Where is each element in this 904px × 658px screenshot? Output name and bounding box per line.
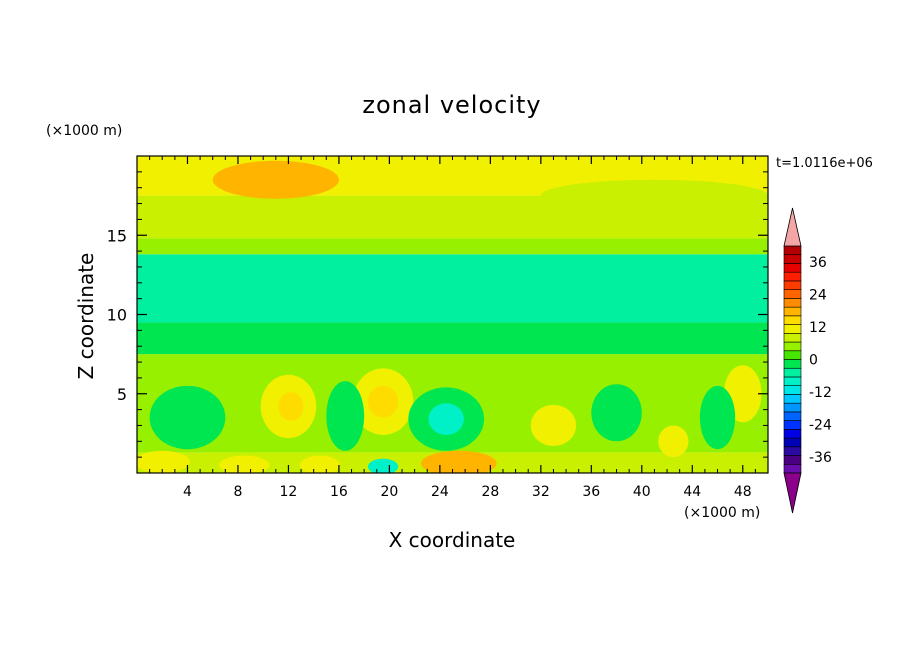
colorbar-swatch: [783, 359, 802, 369]
colorbar-label: 12: [809, 320, 827, 336]
x-axis: 4 8 12 16 20 24 28 32 36 40 44 48: [149, 156, 756, 500]
contour-feature-17: [367, 458, 399, 473]
contour-band-4: [137, 238, 768, 255]
x-tick-label: 24: [431, 484, 449, 500]
colorbar-swatch: [783, 376, 802, 386]
x-tick-label: 16: [330, 484, 348, 500]
colorbar-swatch: [783, 306, 802, 317]
contour-feature-7: [326, 381, 365, 451]
colorbar-swatch: [783, 463, 802, 474]
colorbar-swatch: [783, 455, 802, 465]
x-tick-label: 36: [582, 484, 600, 500]
contour-band-3: [137, 254, 768, 323]
y-axis-label: Z coordinate: [74, 253, 98, 380]
y-tick-label: 5: [117, 385, 127, 404]
colorbar-label: 24: [809, 288, 827, 304]
x-tick-label: 48: [734, 484, 752, 500]
colorbar-swatch: [783, 402, 802, 413]
colorbar-label: -24: [809, 417, 832, 433]
chart-title: zonal velocity: [362, 91, 541, 119]
x-tick-label: 40: [633, 484, 651, 500]
contour-feature-6: [428, 403, 464, 435]
colorbar-label: -36: [809, 450, 832, 466]
contour-feature-1: [278, 392, 304, 421]
colorbar-swatch: [783, 245, 802, 256]
plot-area: [137, 156, 768, 473]
x-tick-label: 12: [280, 484, 298, 500]
contour-feature-14: [219, 455, 270, 473]
contour-feature-16: [420, 450, 497, 473]
contour-feature-4: [149, 385, 226, 450]
colorbar-swatch: [783, 298, 802, 308]
contour-feature-12: [699, 385, 736, 450]
colorbar-swatch: [783, 367, 802, 378]
x-unit-label: (×1000 m): [684, 505, 760, 521]
colorbar-swatch: [783, 394, 802, 404]
colorbar-swatch: [783, 280, 802, 290]
colorbar-swatch: [783, 289, 802, 299]
colorbar-swatch: [783, 411, 802, 421]
x-tick-label: 8: [233, 484, 242, 500]
colorbar-swatch: [783, 324, 802, 334]
colorbar-swatch: [783, 446, 802, 456]
colorbar-swatch: [783, 420, 802, 430]
colorbar-swatch: [783, 437, 802, 448]
x-tick-label: 44: [683, 484, 701, 500]
y-unit-label: (×1000 m): [46, 123, 122, 139]
colorbar-swatch: [783, 263, 802, 273]
y-tick-label: 10: [107, 306, 127, 325]
contour-feature-15: [299, 455, 341, 473]
contour-feature-8: [530, 404, 577, 447]
colorbar-swatch: [783, 254, 802, 264]
colorbar-swatch: [783, 341, 802, 352]
colorbar: -36 -24 -12 0 12 24 36: [783, 207, 832, 514]
colorbar-label: -12: [809, 385, 832, 401]
colorbar-under-arrow: [783, 472, 802, 514]
colorbar-label: 36: [809, 255, 827, 271]
colorbar-swatch: [783, 385, 802, 395]
contour-feature-20: [465, 203, 592, 226]
time-label: t=1.0116e+06: [776, 156, 873, 171]
x-tick-label: 32: [532, 484, 550, 500]
y-tick-label: 15: [107, 226, 127, 245]
x-tick-label: 20: [380, 484, 398, 500]
contour-band-2: [137, 322, 768, 355]
colorbar-swatch: [783, 271, 802, 282]
contour-feature-13: [137, 450, 190, 473]
contour-feature-19: [540, 179, 768, 212]
x-tick-label: 4: [183, 484, 192, 500]
colorbar-swatch: [783, 429, 802, 439]
contour-feature-3: [367, 385, 399, 418]
contour-feature-10: [658, 425, 689, 458]
contour-feature-9: [591, 384, 642, 442]
y-axis: 5 10 15: [107, 171, 768, 458]
colorbar-swatch: [783, 315, 802, 325]
colorbar-swatch: [783, 350, 802, 360]
colorbar-over-arrow: [783, 207, 802, 247]
x-axis-label: X coordinate: [389, 528, 516, 552]
colorbar-label: 0: [809, 353, 818, 369]
contour-feature-18: [212, 160, 339, 199]
x-tick-label: 28: [481, 484, 499, 500]
colorbar-swatch: [783, 333, 802, 343]
